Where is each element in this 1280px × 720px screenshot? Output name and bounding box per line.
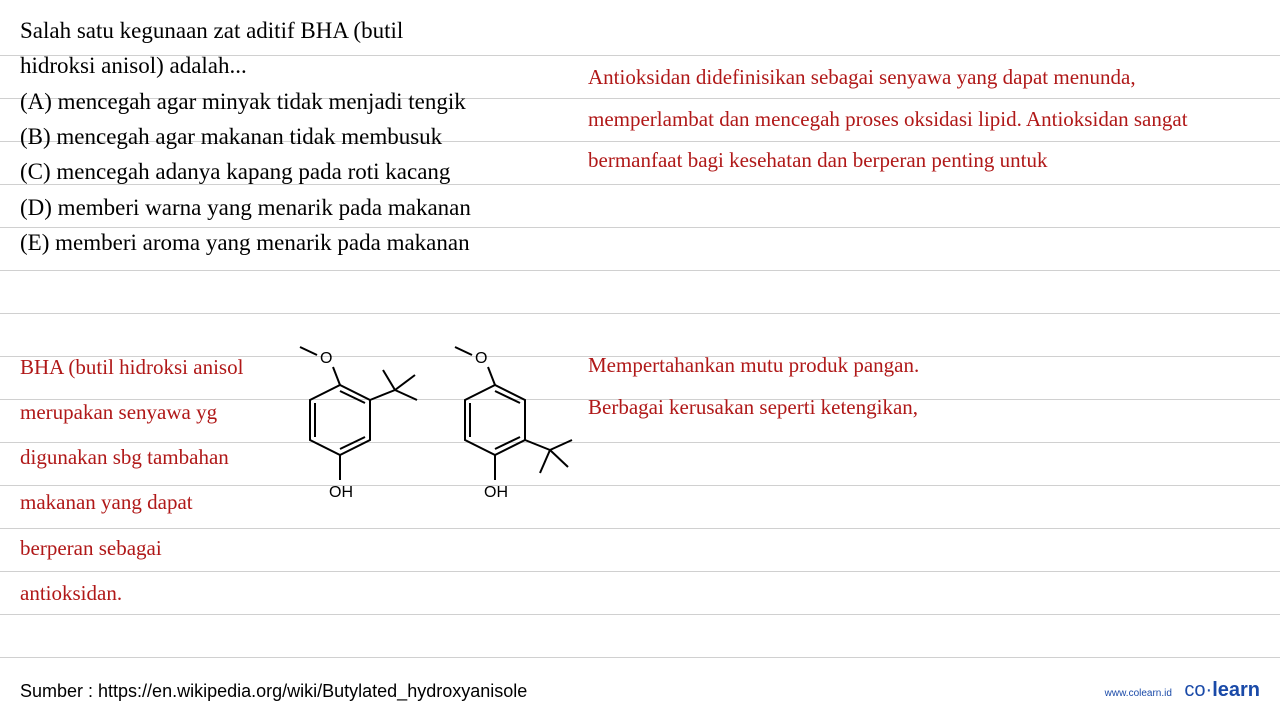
- chemical-structures: O OH O: [265, 345, 575, 545]
- brand-url: www.colearn.id: [1105, 688, 1172, 699]
- annotation-definition: Antioksidan didefinisikan sebagai senyaw…: [588, 57, 1258, 182]
- annotation-continuation-line2: Berbagai kerusakan seperti ketengikan,: [588, 387, 1258, 429]
- question-intro-line2: hidroksi anisol) adalah...: [20, 49, 560, 82]
- question-intro-line1: Salah satu kegunaan zat aditif BHA (buti…: [20, 14, 560, 47]
- annotation-continuation: Mempertahankan mutu produk pangan. Berba…: [588, 345, 1258, 428]
- option-c: (C) mencegah adanya kapang pada roti kac…: [20, 155, 560, 188]
- question-block: Salah satu kegunaan zat aditif BHA (buti…: [20, 14, 560, 259]
- svg-text:OH: OH: [329, 484, 353, 501]
- brand-logo: co·learn: [1184, 679, 1260, 701]
- svg-text:O: O: [320, 350, 332, 367]
- annotation-bha-description: BHA (butil hidroksi anisol merupakan sen…: [20, 345, 260, 616]
- svg-text:O: O: [475, 350, 487, 367]
- brand-footer: www.colearn.id co·learn: [1105, 679, 1260, 702]
- rule-line: [0, 270, 1280, 271]
- annotation-continuation-line1: Mempertahankan mutu produk pangan.: [588, 345, 1258, 387]
- svg-text:OH: OH: [484, 484, 508, 501]
- rule-line: [0, 313, 1280, 314]
- option-d: (D) memberi warna yang menarik pada maka…: [20, 191, 560, 224]
- option-b: (B) mencegah agar makanan tidak membusuk: [20, 120, 560, 153]
- rule-line: [0, 657, 1280, 658]
- option-a: (A) mencegah agar minyak tidak menjadi t…: [20, 85, 560, 118]
- source-citation: Sumber : https://en.wikipedia.org/wiki/B…: [20, 681, 527, 702]
- option-e: (E) memberi aroma yang menarik pada maka…: [20, 226, 560, 259]
